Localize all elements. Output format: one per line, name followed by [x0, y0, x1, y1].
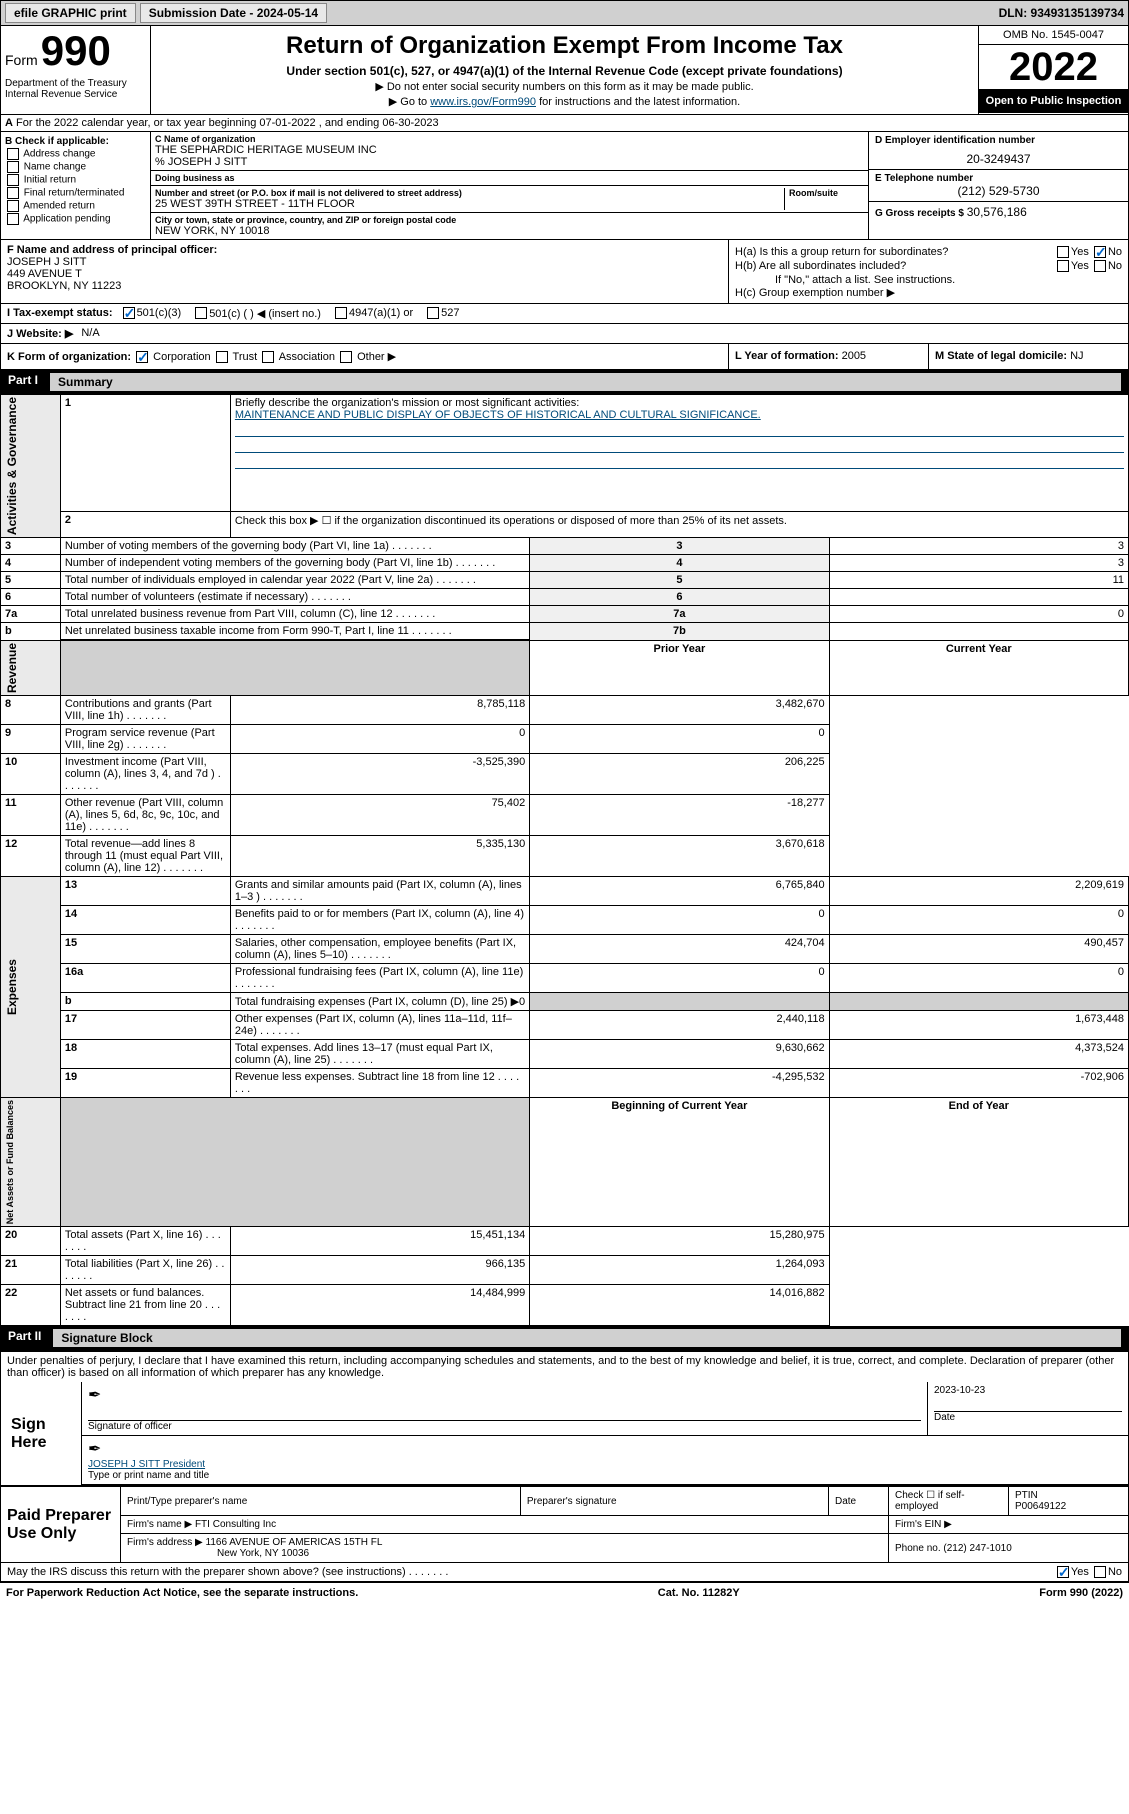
row-fh: F Name and address of principal officer:… [0, 240, 1129, 304]
row-j-website: J Website: ▶ N/A [0, 324, 1129, 344]
form-number: 990 [41, 27, 111, 74]
signature-block: Under penalties of perjury, I declare th… [0, 1350, 1129, 1486]
form-of-org: K Form of organization: Corporation Trus… [1, 344, 728, 369]
form-title: Return of Organization Exempt From Incom… [161, 32, 968, 60]
hb-no-checkbox[interactable] [1094, 260, 1106, 272]
preparer-table: Paid Preparer Use Only Print/Type prepar… [0, 1486, 1129, 1563]
irs-link[interactable]: www.irs.gov/Form990 [430, 96, 536, 108]
col-c-org-info: C Name of organization THE SEPHARDIC HER… [151, 132, 868, 239]
preparer-phone: (212) 247-1010 [943, 1543, 1011, 1554]
form-subtitle: Under section 501(c), 527, or 4947(a)(1)… [161, 64, 968, 78]
rowk-checkbox[interactable] [216, 351, 228, 363]
ha-no-checkbox[interactable] [1094, 246, 1106, 258]
care-of: % JOSEPH J SITT [155, 156, 864, 168]
omb-number: OMB No. 1545-0047 [979, 26, 1128, 45]
rowk-checkbox[interactable] [262, 351, 274, 363]
group-return: H(a) Is this a group return for subordin… [728, 240, 1128, 303]
discuss-row: May the IRS discuss this return with the… [0, 1563, 1129, 1582]
rowk-checkbox[interactable] [340, 351, 352, 363]
row-a-tax-year: A For the 2022 calendar year, or tax yea… [0, 115, 1129, 132]
discuss-yes-checkbox[interactable] [1057, 1566, 1069, 1578]
colb-checkbox-item[interactable]: Amended return [5, 200, 146, 212]
firm-name: FTI Consulting Inc [195, 1519, 276, 1530]
state-domicile: M State of legal domicile: NJ [928, 344, 1128, 369]
form-label: Form [5, 52, 38, 68]
form-title-block: Return of Organization Exempt From Incom… [151, 26, 978, 114]
ein: 20-3249437 [875, 152, 1122, 166]
part2-header: Part II Signature Block [0, 1326, 1129, 1350]
col-b-checkboxes: B Check if applicable: Address change Na… [1, 132, 151, 239]
colb-checkbox-item[interactable]: Application pending [5, 213, 146, 225]
hb-yes-checkbox[interactable] [1057, 260, 1069, 272]
submission-date: Submission Date - 2024-05-14 [140, 3, 327, 23]
part1-header: Part I Summary [0, 370, 1129, 394]
principal-officer: F Name and address of principal officer:… [1, 240, 728, 303]
colb-checkbox-item[interactable]: Final return/terminated [5, 187, 146, 199]
form-year-block: OMB No. 1545-0047 2022 Open to Public In… [978, 26, 1128, 114]
4947-checkbox[interactable] [335, 307, 347, 319]
527-checkbox[interactable] [427, 307, 439, 319]
city-state-zip: NEW YORK, NY 10018 [155, 225, 864, 237]
mission-text[interactable]: MAINTENANCE AND PUBLIC DISPLAY OF OBJECT… [235, 409, 761, 421]
col-d-ein-phone: D Employer identification number 20-3249… [868, 132, 1128, 239]
dln: DLN: 93493135139734 [999, 6, 1124, 20]
501c-checkbox[interactable] [195, 307, 207, 319]
colb-checkbox-item[interactable]: Address change [5, 148, 146, 160]
row-i-tax-status: I Tax-exempt status: 501(c)(3) 501(c) ( … [0, 304, 1129, 324]
rowk-checkbox[interactable] [136, 351, 148, 363]
gross-receipts: 30,576,186 [967, 205, 1027, 219]
open-inspection: Open to Public Inspection [979, 89, 1128, 113]
form-number-block: Form 990 Department of the Treasury Inte… [1, 26, 151, 114]
501c3-checkbox[interactable] [123, 307, 135, 319]
footer: For Paperwork Reduction Act Notice, see … [0, 1582, 1129, 1603]
ssn-note: ▶ Do not enter social security numbers o… [161, 80, 968, 93]
website-note: ▶ Go to www.irs.gov/Form990 for instruct… [161, 95, 968, 108]
dept-treasury: Department of the Treasury Internal Reve… [5, 78, 146, 100]
efile-button[interactable]: efile GRAPHIC print [5, 3, 136, 23]
discuss-no-checkbox[interactable] [1094, 1566, 1106, 1578]
row-klm: K Form of organization: Corporation Trus… [0, 344, 1129, 370]
street-address: 25 WEST 39TH STREET - 11TH FLOOR [155, 198, 784, 210]
year-formation: L Year of formation: 2005 [728, 344, 928, 369]
colb-checkbox-item[interactable]: Initial return [5, 174, 146, 186]
sign-here-label: Sign Here [1, 1382, 81, 1485]
officer-name[interactable]: JOSEPH J SITT President [88, 1459, 205, 1470]
org-name: THE SEPHARDIC HERITAGE MUSEUM INC [155, 144, 864, 156]
form-header: Form 990 Department of the Treasury Inte… [0, 26, 1129, 115]
ptin: P00649122 [1015, 1501, 1066, 1512]
phone: (212) 529-5730 [875, 184, 1122, 198]
firm-address: 1166 AVENUE OF AMERICAS 15TH FL [206, 1537, 383, 1548]
ha-yes-checkbox[interactable] [1057, 246, 1069, 258]
section-bcd: B Check if applicable: Address change Na… [0, 132, 1129, 240]
topbar: efile GRAPHIC print Submission Date - 20… [0, 0, 1129, 26]
colb-checkbox-item[interactable]: Name change [5, 161, 146, 173]
summary-table: Activities & Governance 1 Briefly descri… [0, 394, 1129, 1326]
tax-year: 2022 [979, 45, 1128, 89]
